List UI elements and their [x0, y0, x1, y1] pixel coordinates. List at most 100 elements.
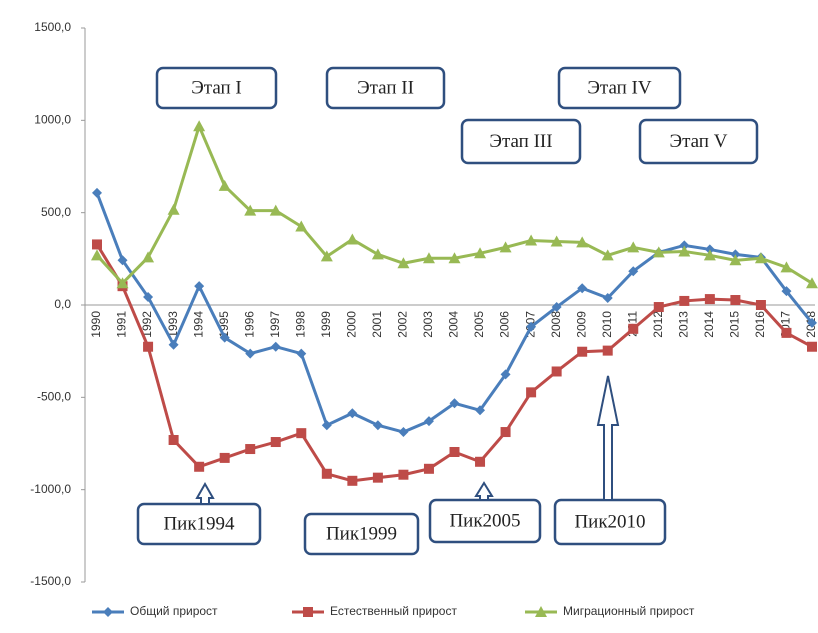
x-tick-label: 1991 — [115, 311, 129, 338]
marker — [168, 339, 179, 350]
marker — [372, 420, 383, 431]
marker — [449, 446, 460, 457]
x-tick-label: 1994 — [191, 311, 205, 338]
marker — [346, 233, 359, 245]
annotation-box — [136, 502, 262, 546]
marker — [781, 286, 792, 297]
annotation-text: Пик2005 — [449, 510, 520, 531]
y-tick-label: 500,0 — [41, 205, 71, 219]
marker — [780, 261, 793, 273]
x-tick-label: 2000 — [345, 311, 359, 338]
x-tick-label: 1998 — [293, 311, 307, 338]
annotation-text: Пик1994 — [163, 513, 235, 534]
marker — [679, 240, 690, 251]
marker — [704, 294, 715, 305]
x-tick-label: 1992 — [140, 311, 154, 338]
marker — [168, 434, 179, 445]
legend-label: Миграционный прирост — [563, 604, 695, 618]
marker — [627, 241, 640, 253]
x-tick-label: 2012 — [651, 311, 665, 338]
marker — [525, 234, 538, 246]
marker — [730, 295, 741, 306]
marker — [807, 317, 817, 328]
series — [91, 120, 818, 289]
x-tick-label: 1999 — [319, 311, 333, 338]
marker — [449, 398, 460, 409]
marker — [397, 257, 410, 269]
x-tick-label: 1997 — [268, 311, 282, 338]
marker — [577, 346, 588, 357]
annotation-text: Этап I — [191, 77, 242, 98]
marker — [143, 341, 154, 352]
annotation-text: Этап III — [489, 131, 552, 152]
x-tick-label: 2009 — [574, 311, 588, 338]
x-tick-label: 2006 — [498, 311, 512, 338]
x-tick-label: 2013 — [676, 311, 690, 338]
marker — [448, 252, 461, 264]
marker — [194, 461, 205, 472]
marker — [142, 251, 155, 263]
marker — [601, 249, 614, 261]
marker — [347, 475, 358, 486]
marker — [398, 469, 409, 480]
annotation-text: Пик2010 — [574, 511, 645, 532]
x-tick-label: 2004 — [447, 311, 461, 338]
annotation-box — [460, 118, 582, 165]
marker — [193, 120, 206, 132]
marker — [628, 323, 639, 334]
marker — [117, 255, 128, 266]
marker — [269, 204, 282, 216]
annotation-text: Этап V — [670, 131, 728, 152]
marker — [577, 283, 588, 294]
annotation-text: Пик1999 — [326, 523, 397, 544]
marker — [296, 348, 307, 359]
marker — [245, 444, 256, 455]
marker — [535, 606, 547, 617]
marker — [167, 203, 180, 215]
y-tick-label: 0,0 — [54, 297, 71, 311]
marker — [219, 332, 230, 343]
x-tick-label: 2016 — [753, 311, 767, 338]
x-tick-label: 2001 — [370, 311, 384, 338]
marker — [526, 387, 537, 398]
x-tick-label: 1993 — [166, 311, 180, 338]
x-tick-label: 2014 — [702, 311, 716, 338]
marker — [91, 249, 103, 261]
marker — [576, 236, 589, 248]
annotation-text: Этап IV — [587, 77, 652, 98]
series-line — [95, 243, 813, 483]
marker — [500, 427, 511, 438]
marker — [551, 366, 562, 377]
marker — [703, 249, 716, 261]
x-tick-label: 2008 — [549, 311, 563, 338]
marker — [218, 179, 231, 191]
marker — [398, 427, 409, 438]
marker — [321, 468, 332, 479]
y-tick-label: 1000,0 — [34, 113, 71, 127]
marker — [92, 187, 102, 198]
x-tick-label: 2010 — [600, 311, 614, 338]
marker — [653, 302, 664, 313]
marker — [219, 452, 230, 463]
marker — [296, 428, 307, 439]
legend-label: Естественный прирост — [330, 604, 457, 618]
y-tick-label: 1500,0 — [34, 20, 71, 34]
marker — [270, 437, 281, 448]
marker — [347, 408, 358, 419]
annotation-box — [557, 66, 682, 110]
marker — [755, 300, 766, 310]
marker — [371, 248, 384, 260]
legend-label: Общий прирост — [130, 604, 218, 618]
marker — [116, 277, 129, 289]
x-tick-label: 1990 — [89, 311, 103, 338]
marker — [103, 607, 113, 617]
marker — [194, 281, 205, 292]
marker — [806, 277, 818, 289]
marker — [245, 348, 256, 359]
marker — [321, 420, 332, 431]
series — [92, 239, 817, 486]
marker — [372, 472, 383, 483]
marker — [423, 416, 434, 427]
marker — [499, 241, 512, 253]
